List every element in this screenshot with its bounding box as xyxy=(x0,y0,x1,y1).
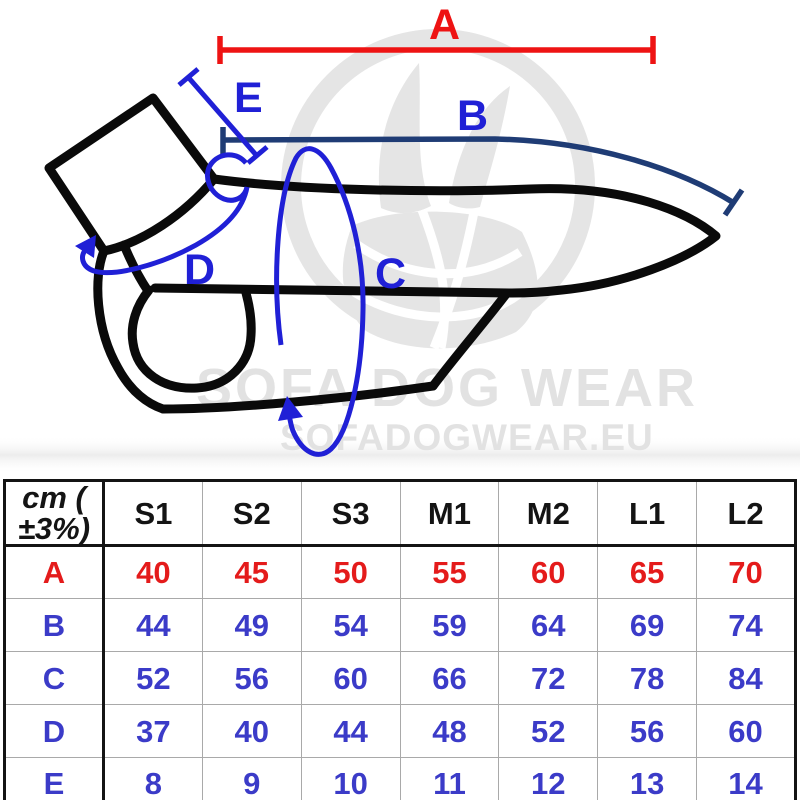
value-cell: 65 xyxy=(597,545,698,599)
value-cell: 44 xyxy=(103,598,203,652)
unit-header-cell: cm ( ±3%) xyxy=(4,480,105,547)
coat-back-and-tail xyxy=(150,174,721,298)
value-cell: 14 xyxy=(696,757,796,800)
row-label-cell: A xyxy=(4,545,105,599)
size-column-header: M2 xyxy=(498,480,599,547)
measure-e: E xyxy=(177,67,269,165)
value-cell: 72 xyxy=(498,651,599,705)
value-cell: 48 xyxy=(399,704,500,758)
value-cell: 55 xyxy=(399,545,500,599)
measure-c-arrowhead xyxy=(278,396,303,421)
coat-belly-edge xyxy=(158,381,438,414)
measure-e-line xyxy=(186,75,259,158)
value-cell: 8 xyxy=(103,757,203,800)
coat-rear-flap-edge xyxy=(428,288,512,391)
value-cell: 70 xyxy=(696,545,796,599)
value-cell: 10 xyxy=(300,757,401,800)
watermark-fade-band xyxy=(0,436,800,474)
value-cell: 13 xyxy=(597,757,698,800)
dog-coat-measurement-diagram: SOFA DOG WEAR SOFADOGWEAR.EU A B xyxy=(0,1,800,474)
measure-b-end-cap xyxy=(722,188,745,217)
measure-d-loop xyxy=(80,152,250,276)
measure-label-b: B xyxy=(457,92,488,140)
value-cell: 45 xyxy=(201,545,302,599)
size-column-header: M1 xyxy=(399,480,500,547)
value-cell: 69 xyxy=(597,598,698,652)
logo-yarn-line xyxy=(429,211,479,350)
measure-label-d: D xyxy=(184,246,215,294)
size-column-header: L2 xyxy=(696,480,796,547)
value-cell: 60 xyxy=(300,651,401,705)
dog-coat-outline xyxy=(44,93,721,414)
measure-e-bottom-cap xyxy=(246,145,269,165)
logo-ear-right xyxy=(449,86,510,209)
value-cell: 59 xyxy=(399,598,500,652)
table-row-e: E 8 9 10 11 12 13 14 xyxy=(4,757,796,800)
value-cell: 78 xyxy=(597,651,698,705)
measure-c: C xyxy=(274,146,406,457)
coat-collar xyxy=(44,93,219,256)
value-cell: 56 xyxy=(201,651,302,705)
measure-b-curve xyxy=(223,136,736,206)
size-column-header: S3 xyxy=(300,480,401,547)
measure-d-arrowhead xyxy=(75,235,96,258)
value-cell: 50 xyxy=(300,545,401,599)
size-column-header: S1 xyxy=(103,480,203,547)
table-header-row: cm ( ±3%) S1 S2 S3 M1 M2 L1 L2 xyxy=(4,480,796,547)
value-cell: 64 xyxy=(498,598,599,652)
row-label-cell: E xyxy=(4,757,105,800)
measure-a: A xyxy=(217,1,656,64)
coat-chest-edge xyxy=(93,246,168,414)
row-label-cell: C xyxy=(4,651,105,705)
row-label-cell: B xyxy=(4,598,105,652)
value-cell: 49 xyxy=(201,598,302,652)
table-row-b: B 44 49 54 59 64 69 74 xyxy=(4,598,796,652)
measure-label-a: A xyxy=(429,1,460,49)
coat-leg-hole xyxy=(127,285,256,393)
measure-e-top-cap xyxy=(177,67,200,87)
table-row-c: C 52 56 60 66 72 78 84 xyxy=(4,651,796,705)
value-cell: 12 xyxy=(498,757,599,800)
measure-label-c: C xyxy=(375,250,406,298)
table-row-a: A 40 45 50 55 60 65 70 xyxy=(4,545,796,599)
value-cell: 44 xyxy=(300,704,401,758)
value-cell: 74 xyxy=(696,598,796,652)
value-cell: 9 xyxy=(201,757,302,800)
value-cell: 40 xyxy=(201,704,302,758)
value-cell: 37 xyxy=(103,704,203,758)
value-cell: 60 xyxy=(696,704,796,758)
value-cell: 56 xyxy=(597,704,698,758)
measure-c-loop xyxy=(274,146,366,457)
measure-b: B xyxy=(220,92,745,217)
measure-d: D xyxy=(75,152,250,294)
size-column-header: S2 xyxy=(201,480,302,547)
watermark-url-text: SOFADOGWEAR.EU xyxy=(280,417,654,458)
size-table: cm ( ±3%) S1 S2 S3 M1 M2 L1 L2 A 40 45 5… xyxy=(3,479,797,800)
value-cell: 84 xyxy=(696,651,796,705)
value-cell: 60 xyxy=(498,545,599,599)
row-label-cell: D xyxy=(4,704,105,758)
value-cell: 52 xyxy=(103,651,203,705)
size-column-header: L1 xyxy=(597,480,698,547)
value-cell: 11 xyxy=(399,757,500,800)
value-cell: 52 xyxy=(498,704,599,758)
table-row-d: D 37 40 44 48 52 56 60 xyxy=(4,704,796,758)
value-cell: 54 xyxy=(300,598,401,652)
value-cell: 40 xyxy=(103,545,203,599)
size-table-container: cm ( ±3%) S1 S2 S3 M1 M2 L1 L2 A 40 45 5… xyxy=(3,479,797,800)
measure-label-e: E xyxy=(234,74,263,122)
value-cell: 66 xyxy=(399,651,500,705)
